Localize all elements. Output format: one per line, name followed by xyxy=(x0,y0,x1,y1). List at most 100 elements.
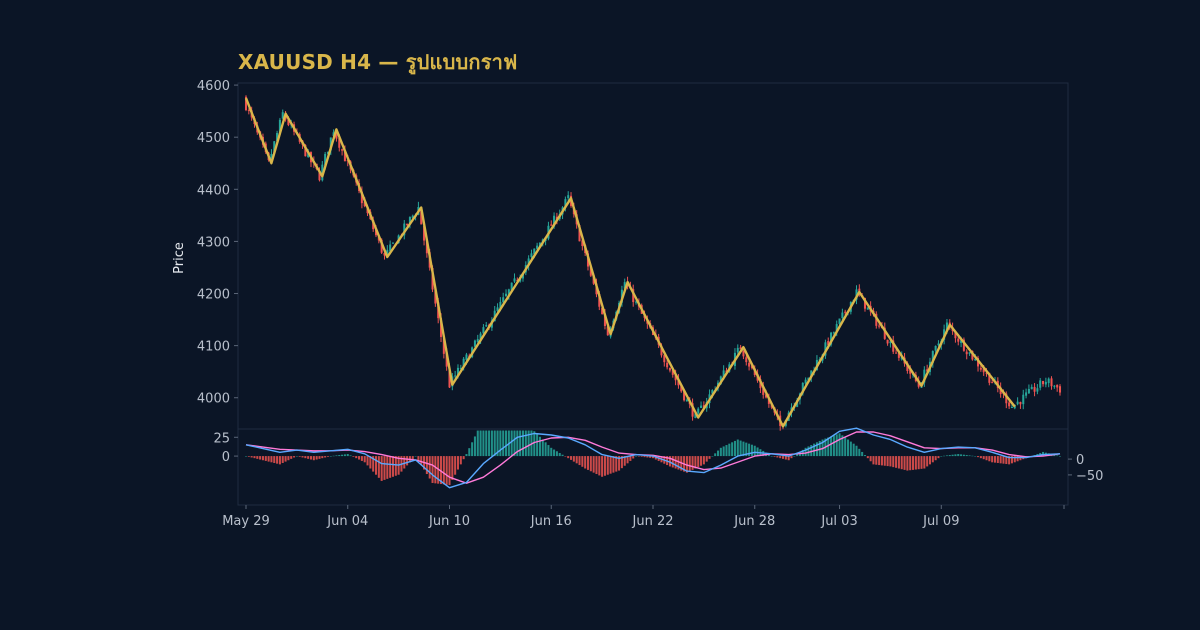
macd-histogram-bar xyxy=(649,456,652,458)
candle-body xyxy=(1050,378,1053,387)
macd-histogram-bar xyxy=(516,430,519,457)
candle-body xyxy=(909,369,912,374)
candle-body xyxy=(374,229,378,236)
macd-histogram-bar xyxy=(770,456,773,457)
macd-histogram-bar xyxy=(957,454,960,457)
macd-histogram-bar xyxy=(496,430,499,457)
candle-body xyxy=(420,207,423,225)
candle-body xyxy=(411,215,414,219)
macd-histogram-bar xyxy=(807,446,810,457)
macd-histogram-bar xyxy=(914,456,917,470)
candle-body xyxy=(979,367,982,370)
candle-body xyxy=(889,341,892,344)
macd-histogram-bar xyxy=(264,456,267,461)
candle-body xyxy=(476,339,479,343)
x-tick-label: Jun 04 xyxy=(326,514,368,529)
macd-histogram-bar xyxy=(332,455,335,457)
candle-body xyxy=(578,225,581,242)
macd-histogram-bar xyxy=(502,430,505,457)
macd-histogram-bar xyxy=(691,456,694,470)
candle-body xyxy=(363,201,366,207)
candle-body xyxy=(1008,402,1011,407)
macd-histogram-bar xyxy=(796,454,799,457)
x-tick-label: Jul 09 xyxy=(922,514,959,529)
macd-histogram-bar xyxy=(595,456,598,475)
candle-body xyxy=(408,217,411,224)
macd-histogram-bar xyxy=(830,436,833,457)
macd-histogram-bar xyxy=(931,456,934,463)
macd-histogram-bar xyxy=(632,456,635,459)
candle-body xyxy=(247,109,250,111)
candle-body xyxy=(832,332,835,334)
macd-histogram-bar xyxy=(917,456,920,470)
candle-body xyxy=(1053,385,1056,387)
candle-body xyxy=(403,223,406,236)
macd-histogram-bar xyxy=(1053,454,1056,457)
macd-histogram-bar xyxy=(784,456,787,460)
candle-body xyxy=(589,266,592,276)
price-tick-label: 4000 xyxy=(197,392,230,407)
macd-histogram-bar xyxy=(581,456,584,467)
macd-histogram-bar xyxy=(358,456,361,460)
candle-body xyxy=(886,339,889,344)
macd-histogram-bar xyxy=(499,430,502,457)
macd-histogram-bar xyxy=(465,454,468,457)
candle-body xyxy=(530,253,533,258)
macd-histogram-bar xyxy=(417,456,420,461)
candle-body xyxy=(287,119,290,125)
candle-body xyxy=(635,301,638,303)
macd-histogram-bar xyxy=(705,456,708,462)
candle-body xyxy=(960,340,963,343)
macd-histogram-bar xyxy=(403,456,406,469)
candle-body xyxy=(863,297,866,309)
candle-body xyxy=(553,215,556,227)
macd-histogram-bar xyxy=(618,456,621,471)
candle-body xyxy=(440,318,443,337)
candle-body xyxy=(343,150,346,162)
candle-body xyxy=(479,333,482,341)
macd-histogram-bar xyxy=(991,456,994,463)
macd-histogram-bar xyxy=(697,456,700,468)
macd-histogram-bar xyxy=(442,456,445,485)
macd-histogram-bar xyxy=(1008,456,1011,465)
macd-histogram-bar xyxy=(620,456,623,469)
macd-histogram-bar xyxy=(974,456,977,457)
macd-left-tick-label: 25 xyxy=(213,431,230,446)
candle-body xyxy=(810,370,813,378)
candle-body xyxy=(883,327,886,339)
macd-histogram-bar xyxy=(284,456,287,462)
candle-body xyxy=(318,170,321,181)
macd-histogram-bar xyxy=(739,440,742,457)
candle-body xyxy=(482,327,485,334)
macd-histogram-bar xyxy=(753,445,756,457)
candle-body xyxy=(762,386,765,395)
candle-body xyxy=(459,367,462,369)
x-tick-label: Jul 03 xyxy=(820,514,857,529)
macd-histogram-bar xyxy=(267,456,270,462)
macd-histogram-bar xyxy=(312,456,315,461)
macd-histogram-bar xyxy=(570,456,573,460)
macd-histogram-bar xyxy=(962,454,965,457)
macd-histogram-bar xyxy=(490,430,493,457)
macd-histogram-bar xyxy=(928,456,932,465)
macd-histogram-bar xyxy=(343,454,346,457)
macd-histogram-bar xyxy=(767,454,770,457)
candle-body xyxy=(1005,393,1008,404)
candle-body xyxy=(982,368,985,373)
macd-histogram-bar xyxy=(1013,456,1016,463)
macd-histogram-bar xyxy=(943,455,946,457)
macd-histogram-bar xyxy=(250,456,253,458)
candle-body xyxy=(341,149,344,151)
macd-histogram-bar xyxy=(756,447,759,457)
macd-histogram-bar xyxy=(420,456,423,466)
candle-body xyxy=(685,399,688,402)
candle-body xyxy=(668,367,671,371)
candle-body xyxy=(1047,378,1050,384)
candle-body xyxy=(742,350,745,357)
candle-body xyxy=(273,141,276,153)
macd-histogram-bar xyxy=(454,456,457,475)
candle-body xyxy=(1033,386,1036,392)
candle-body xyxy=(445,353,448,367)
macd-histogram-bar xyxy=(1010,456,1013,464)
